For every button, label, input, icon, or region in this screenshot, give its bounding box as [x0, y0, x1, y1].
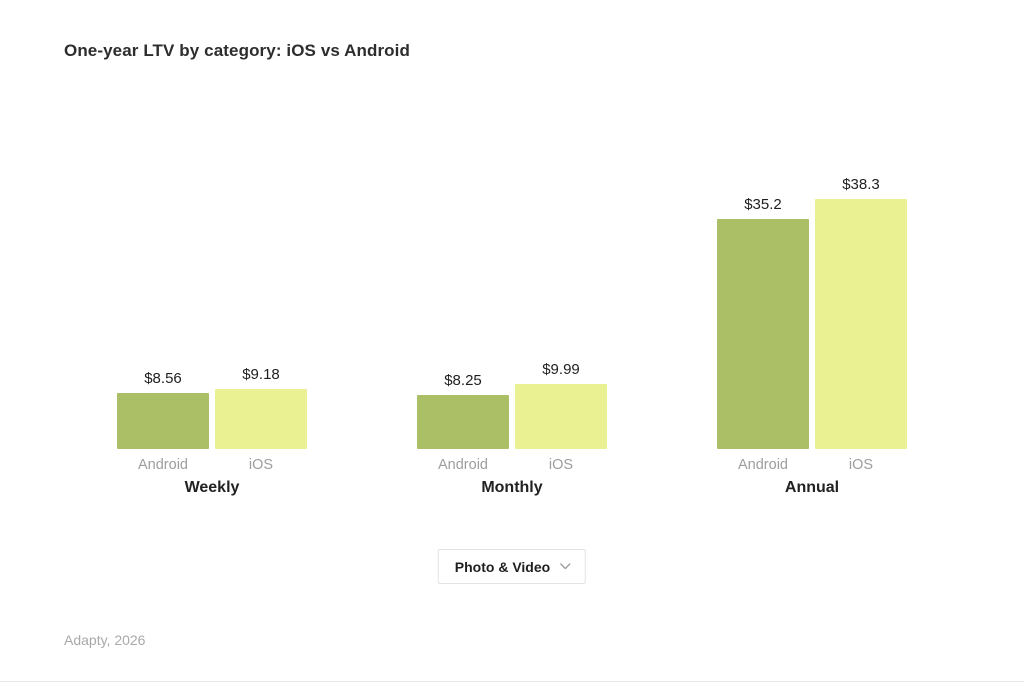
series-label-ios: iOS [248, 457, 274, 473]
ltv-bar-chart: $8.56 $9.18 Android iOS Weekly $8.25 $9.99 Andr… [117, 176, 907, 497]
series-label-ios: iOS [848, 457, 874, 473]
bars-row: $8.56 $9.18 [117, 366, 307, 449]
series-labels-row: Android iOS [717, 457, 907, 473]
series-label-android: Android [138, 457, 188, 473]
group-label-annual: Annual [784, 479, 840, 496]
source-caption: Adapty, 2026 [64, 632, 146, 648]
series-label-android: Android [438, 457, 488, 473]
series-labels-row: Android iOS [117, 457, 307, 473]
bars-row: $35.2 $38.3 [717, 176, 907, 449]
bar-ios-annual [815, 199, 907, 449]
bottom-border [0, 681, 1024, 682]
bar-wrap-ios: $9.18 [215, 366, 307, 449]
bar-ios-weekly [215, 389, 307, 449]
bar-group-weekly: $8.56 $9.18 Android iOS Weekly [117, 366, 307, 497]
bar-value-label: $35.2 [744, 196, 782, 213]
bar-ios-monthly [515, 384, 607, 449]
bar-wrap-ios: $38.3 [815, 176, 907, 449]
group-label-weekly: Weekly [184, 479, 240, 496]
bar-android-annual [717, 219, 809, 449]
bar-wrap-ios: $9.99 [515, 361, 607, 449]
group-label-monthly: Monthly [481, 479, 543, 496]
chevron-down-icon [560, 563, 571, 570]
series-label-ios: iOS [548, 457, 574, 473]
bar-value-label: $8.56 [144, 370, 182, 387]
bar-android-weekly [117, 393, 209, 449]
bar-wrap-android: $35.2 [717, 196, 809, 449]
category-dropdown[interactable]: Photo & Video [437, 549, 587, 584]
bars-row: $8.25 $9.99 [417, 361, 607, 449]
bar-group-monthly: $8.25 $9.99 Android iOS Monthly [417, 361, 607, 497]
page-title: One-year LTV by category: iOS vs Android [64, 41, 410, 60]
bar-wrap-android: $8.25 [417, 372, 509, 449]
bar-value-label: $9.18 [242, 366, 280, 383]
bar-value-label: $8.25 [444, 372, 482, 389]
bar-value-label: $9.99 [542, 361, 580, 378]
bar-value-label: $38.3 [842, 176, 880, 193]
series-label-android: Android [738, 457, 788, 473]
series-labels-row: Android iOS [417, 457, 607, 473]
bar-android-monthly [417, 395, 509, 449]
bar-wrap-android: $8.56 [117, 370, 209, 449]
bar-group-annual: $35.2 $38.3 Android iOS Annual [717, 176, 907, 497]
bar-groups-container: $8.56 $9.18 Android iOS Weekly $8.25 $9.99 Andr… [117, 176, 907, 497]
category-dropdown-label: Photo & Video [454, 558, 551, 575]
